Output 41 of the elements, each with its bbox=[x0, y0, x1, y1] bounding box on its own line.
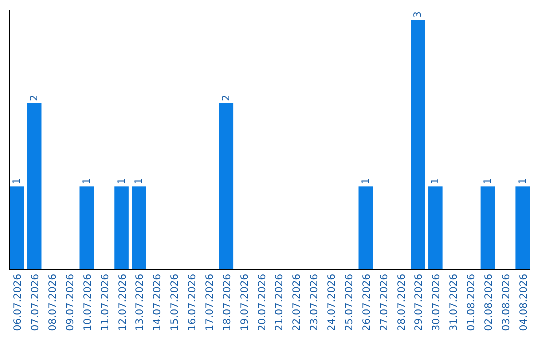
x-tick-label: 17.07.2026 bbox=[204, 274, 216, 332]
data-label: 1 bbox=[116, 178, 128, 185]
x-tick-label: 21.07.2026 bbox=[274, 274, 286, 332]
x-tick-label: 08.07.2026 bbox=[48, 274, 60, 332]
x-tick-label: 02.08.2026 bbox=[484, 274, 495, 332]
data-label: 1 bbox=[82, 178, 93, 185]
x-tick-label: 28.07.2026 bbox=[396, 274, 408, 332]
x-tick-label: 03.08.2026 bbox=[501, 274, 512, 332]
x-tick-label: 25.07.2026 bbox=[344, 274, 356, 332]
x-tick-label: 10.07.2026 bbox=[82, 274, 94, 332]
x-tick-label: 23.07.2026 bbox=[310, 274, 321, 332]
x-tick-label: 16.07.2026 bbox=[188, 274, 199, 332]
data-label: 1 bbox=[482, 178, 494, 185]
x-tick-label: 06.07.2026 bbox=[13, 274, 24, 332]
x-tick-label: 12.07.2026 bbox=[118, 274, 129, 332]
data-label: 1 bbox=[134, 178, 146, 185]
data-label: 1 bbox=[12, 178, 24, 185]
x-tick-label: 30.07.2026 bbox=[432, 274, 443, 332]
x-tick-label: 04.08.2026 bbox=[518, 274, 530, 332]
x-tick-label: 18.07.2026 bbox=[222, 274, 234, 332]
data-label: 1 bbox=[518, 178, 529, 185]
x-tick-label: 22.07.2026 bbox=[292, 274, 304, 332]
x-tick-label: 20.07.2026 bbox=[257, 274, 268, 332]
x-tick-label: 19.07.2026 bbox=[240, 274, 251, 332]
data-label: 1 bbox=[360, 178, 372, 185]
x-tick-label: 24.07.2026 bbox=[327, 274, 338, 332]
data-label: 2 bbox=[30, 94, 41, 102]
data-label: 1 bbox=[430, 178, 442, 185]
x-tick-label: 13.07.2026 bbox=[135, 274, 146, 332]
x-tick-label: 26.07.2026 bbox=[362, 274, 373, 332]
x-tick-label: 11.07.2026 bbox=[100, 274, 112, 332]
x-tick-label: 09.07.2026 bbox=[65, 274, 76, 332]
data-label: 2 bbox=[221, 94, 232, 102]
x-tick-label: 27.07.2026 bbox=[379, 274, 390, 332]
x-tick-label: 01.08.2026 bbox=[466, 274, 478, 332]
x-tick-label: 29.07.2026 bbox=[414, 274, 426, 332]
x-tick-label: 31.07.2026 bbox=[449, 274, 460, 332]
x-tick-label: 15.07.2026 bbox=[170, 274, 182, 332]
x-tick-label: 07.07.2026 bbox=[30, 274, 42, 332]
data-label: 3 bbox=[413, 12, 424, 18]
x-tick-label: 14.07.2026 bbox=[152, 274, 164, 332]
